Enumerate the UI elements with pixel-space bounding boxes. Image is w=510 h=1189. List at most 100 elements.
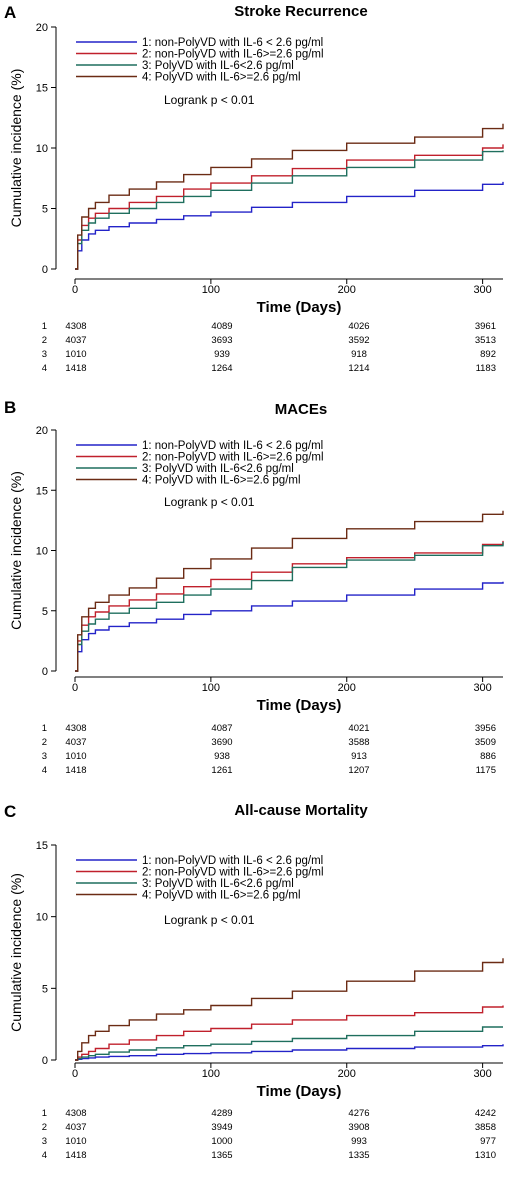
series-line-4 [75, 123, 504, 270]
legend-label-4: 4: PolyVD with IL-6>=2.6 pg/ml [142, 72, 301, 84]
risk-row-label: 1 [42, 723, 47, 734]
risk-cell: 3961 [475, 321, 496, 332]
y-tick-label: 10 [36, 143, 48, 155]
risk-cell: 1261 [211, 765, 232, 776]
chart-svg-b: B MACEs 0 5 10 15 20 Cumulative incidence (%) 0 1… [4, 398, 504, 776]
risk-cell: 1365 [211, 1150, 232, 1161]
risk-cell: 4308 [65, 723, 86, 734]
legend-label-3: 3: PolyVD with IL-6<2.6 pg/ml [142, 463, 294, 475]
chart-panel-maces: B MACEs 0 5 10 15 20 Cumulative incidence (%) 0 1… [0, 395, 510, 790]
legend-label-1: 1: non-PolyVD with IL-6 < 2.6 pg/ml [142, 855, 323, 867]
risk-cell: 3908 [348, 1122, 369, 1133]
series-line-1 [75, 1044, 504, 1061]
risk-cell: 4276 [348, 1108, 369, 1119]
risk-cell: 1183 [476, 363, 496, 374]
risk-cell: 4089 [211, 321, 232, 332]
chart-title: MACEs [275, 401, 328, 418]
legend-label-1: 1: non-PolyVD with IL-6 < 2.6 pg/ml [142, 440, 323, 452]
series-line-4 [75, 958, 504, 1061]
legend-label-1: 1: non-PolyVD with IL-6 < 2.6 pg/ml [142, 37, 323, 49]
risk-cell: 1335 [348, 1150, 369, 1161]
risk-row-label: 4 [42, 1150, 47, 1161]
x-tick-label: 100 [202, 284, 220, 296]
legend-label-2: 2: non-PolyVD with IL-6>=2.6 pg/ml [142, 867, 324, 879]
risk-cell: 892 [480, 349, 496, 360]
risk-cell: 3509 [475, 737, 496, 748]
x-tick-label: 300 [473, 284, 491, 296]
series-line-4 [75, 510, 504, 672]
y-axis-label: Cumulative incidence (%) [8, 873, 24, 1032]
risk-cell: 1310 [475, 1150, 496, 1161]
risk-row-label: 3 [42, 751, 47, 762]
risk-cell: 3949 [211, 1122, 232, 1133]
chart-panel-all-cause-mortality: C All-cause Mortality 0 5 10 15 Cumulative inc… [0, 800, 510, 1189]
logrank-annotation: Logrank p < 0.01 [164, 93, 255, 107]
risk-row-label: 2 [42, 737, 47, 748]
risk-cell: 4021 [348, 723, 369, 734]
risk-cell: 4037 [65, 737, 86, 748]
logrank-annotation: Logrank p < 0.01 [164, 913, 255, 927]
risk-cell: 3690 [211, 737, 232, 748]
x-axis-label: Time (Days) [257, 697, 342, 714]
risk-row-label: 1 [42, 1108, 47, 1119]
risk-cell: 1010 [65, 1136, 86, 1147]
series-line-1 [75, 581, 504, 672]
risk-cell: 1207 [348, 765, 369, 776]
y-tick-label: 0 [42, 264, 48, 276]
y-tick-label: 15 [36, 83, 48, 95]
x-axis-label: Time (Days) [257, 299, 342, 316]
x-tick-label: 300 [473, 1068, 491, 1080]
series-line-3 [75, 542, 504, 672]
risk-row-label: 2 [42, 335, 47, 346]
panel-letter: B [4, 398, 16, 417]
y-axis-label: Cumulative incidence (%) [8, 471, 24, 630]
risk-cell: 4308 [65, 321, 86, 332]
x-tick-label: 200 [338, 1068, 356, 1080]
risk-cell: 913 [351, 751, 367, 762]
legend-label-2: 2: non-PolyVD with IL-6>=2.6 pg/ml [142, 452, 324, 464]
risk-cell: 4037 [65, 1122, 86, 1133]
risk-cell: 918 [351, 349, 367, 360]
risk-cell: 1418 [65, 363, 86, 374]
risk-row-label: 4 [42, 765, 47, 776]
legend-label-4: 4: PolyVD with IL-6>=2.6 pg/ml [142, 890, 301, 902]
risk-cell: 4087 [211, 723, 232, 734]
risk-cell: 1010 [65, 751, 86, 762]
risk-cell: 4242 [475, 1108, 496, 1119]
y-tick-label: 15 [36, 840, 48, 852]
risk-cell: 3693 [211, 335, 232, 346]
risk-cell: 1264 [211, 363, 232, 374]
panel-letter: C [4, 802, 16, 821]
y-tick-label: 20 [36, 425, 48, 437]
risk-cell: 3858 [475, 1122, 496, 1133]
y-tick-label: 5 [42, 983, 48, 995]
risk-cell: 3513 [475, 335, 496, 346]
y-tick-label: 10 [36, 912, 48, 924]
risk-row-label: 3 [42, 349, 47, 360]
chart-title: All-cause Mortality [234, 802, 368, 819]
chart-panel-stroke-recurrence: A Stroke Recurrence 0 5 10 15 20 Cumulative inc… [0, 0, 510, 395]
panel-letter: A [4, 3, 16, 22]
risk-cell: 4037 [65, 335, 86, 346]
legend-label-2: 2: non-PolyVD with IL-6>=2.6 pg/ml [142, 49, 324, 61]
risk-cell: 3592 [348, 335, 369, 346]
risk-cell: 977 [480, 1136, 496, 1147]
y-tick-label: 20 [36, 22, 48, 34]
logrank-annotation: Logrank p < 0.01 [164, 495, 255, 509]
risk-cell: 1175 [476, 765, 496, 776]
x-tick-label: 0 [72, 1068, 78, 1080]
chart-svg-c: C All-cause Mortality 0 5 10 15 Cumulative inc… [4, 802, 504, 1161]
y-tick-label: 15 [36, 485, 48, 497]
risk-cell: 4026 [348, 321, 369, 332]
y-tick-label: 5 [42, 204, 48, 216]
risk-cell: 1418 [65, 765, 86, 776]
y-tick-label: 10 [36, 546, 48, 558]
legend-label-3: 3: PolyVD with IL-6<2.6 pg/ml [142, 60, 294, 72]
risk-cell: 1418 [65, 1150, 86, 1161]
y-tick-label: 0 [42, 666, 48, 678]
risk-cell: 886 [480, 751, 496, 762]
chart-title: Stroke Recurrence [234, 3, 367, 20]
risk-cell: 3956 [475, 723, 496, 734]
legend-label-4: 4: PolyVD with IL-6>=2.6 pg/ml [142, 475, 301, 487]
